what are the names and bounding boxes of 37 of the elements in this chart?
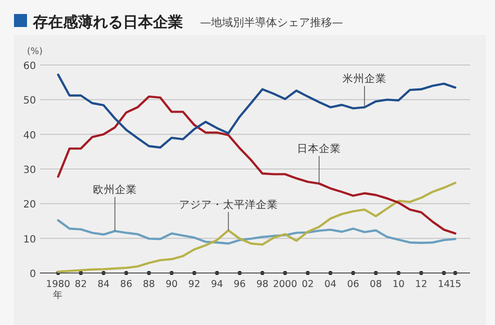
x-tick-label: 88 xyxy=(142,279,155,290)
line-series xyxy=(57,182,456,273)
line-series xyxy=(57,219,456,245)
x-tick-label: 2000 xyxy=(272,279,298,290)
x-tick-label: 96 xyxy=(234,279,246,290)
text: 欧州企業 xyxy=(92,183,137,196)
x-tick-label: 82 xyxy=(74,279,87,290)
text: 日本企業 xyxy=(297,142,342,155)
y-axis-title: (%) xyxy=(27,47,43,57)
x-tick-label: 02 xyxy=(302,279,314,290)
y-tick-label: 0 xyxy=(30,269,36,280)
y-tick-label: 50 xyxy=(23,96,36,107)
x-tick-label: 94 xyxy=(210,279,224,290)
x-tick-label: 08 xyxy=(370,279,382,290)
chart-title: 存在感薄れる日本企業 xyxy=(32,13,183,31)
y-tick-label: 30 xyxy=(23,165,36,176)
x-tick-label: 92 xyxy=(188,279,200,290)
x-tick-label: 86 xyxy=(120,279,132,290)
y-tick-label: 20 xyxy=(23,200,36,211)
x-tick-label: 10 xyxy=(392,279,405,290)
line-series xyxy=(57,95,456,235)
x-tick-label: 90 xyxy=(166,279,178,290)
x-tick-label: 14 xyxy=(438,279,450,290)
y-tick-label: 40 xyxy=(23,130,36,142)
y-tick-label: 60 xyxy=(23,61,36,72)
x-tick-label: 06 xyxy=(347,279,360,290)
y-tick-label: 10 xyxy=(23,234,36,246)
x-tick-label: 84 xyxy=(97,279,110,290)
x-tick-label: 04 xyxy=(324,279,336,290)
x-tick-label: 12 xyxy=(415,279,428,290)
x-tick-label: 15 xyxy=(449,279,462,290)
x-tick-label: 1980 xyxy=(46,279,70,290)
x-tick-label: 98 xyxy=(256,279,268,290)
series-label: 米州企業 xyxy=(342,72,386,85)
chart-subtitle: —地域別半導体シェア推移— xyxy=(200,16,343,29)
x-axis-title: 年 xyxy=(53,289,63,301)
text: アジア・太平洋企業 xyxy=(178,198,278,211)
